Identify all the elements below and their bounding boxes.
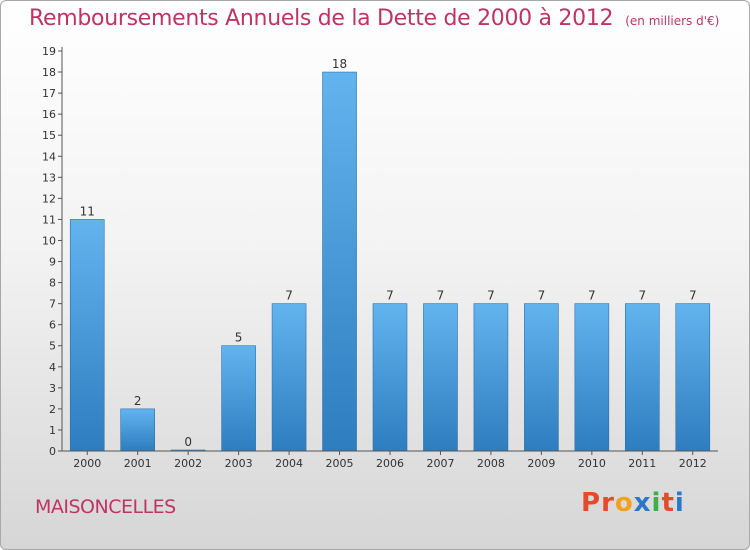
x-tick-label: 2002 [174,457,202,470]
bar [574,303,610,452]
brand-letter: P [581,488,602,518]
x-tick-label: 2011 [628,457,656,470]
y-tick-label: 17 [42,87,56,100]
chart-title: Remboursements Annuels de la Dette de 20… [29,6,719,31]
y-tick-label: 10 [42,234,56,247]
data-label: 18 [332,57,347,71]
y-tick-label: 18 [42,66,56,79]
y-tick-label: 6 [49,319,56,332]
data-label: 5 [235,331,243,345]
brand-letter: o [614,488,634,518]
y-tick-label: 0 [49,445,56,458]
brand-letter: t [661,488,675,518]
bar [423,303,458,452]
x-axis: 2000 2001 2002 2003 2004 2005 2006 2007 2008 2009… [62,450,718,470]
data-label: 7 [487,289,495,303]
x-tick-label: 2005 [326,457,354,470]
y-tick-label: 15 [42,129,56,142]
data-label: 2 [134,394,142,408]
data-label: 7 [689,289,697,303]
y-tick-label: 5 [49,340,56,353]
data-label: 7 [538,289,546,303]
x-tick-label: 2000 [73,457,101,470]
title-text: Remboursements Annuels de la Dette de 20… [29,6,614,31]
brand-letter: i [651,488,662,518]
bar [322,71,357,452]
y-tick-label: 8 [49,277,56,290]
y-tick-label: 16 [42,108,56,121]
y-tick-label: 9 [49,256,56,269]
x-tick-label: 2009 [527,457,555,470]
data-label: 7 [437,289,445,303]
bar [675,303,711,452]
data-label: 7 [285,289,293,303]
bars [69,71,711,452]
y-tick-label: 13 [42,171,56,184]
brand-letter: i [674,488,685,518]
bar [221,345,256,452]
bar [120,408,155,452]
bar [372,303,408,452]
bar [625,303,660,452]
city-name: MAISONCELLES [35,496,176,518]
bar [69,219,105,452]
bar [524,303,559,452]
data-labels: 11 2 0 5 7 18 7 7 7 7 7 7 7 [80,57,697,449]
brand-logo: Proxiti [581,488,685,518]
bar [473,303,509,452]
x-tick-label: 2008 [477,457,505,470]
brand-letter: x [633,488,652,518]
x-tick-label: 2001 [124,457,152,470]
data-label: 11 [80,204,95,218]
y-tick-label: 1 [49,424,56,437]
x-tick-label: 2003 [225,457,253,470]
brand-letter: r [601,488,615,518]
bar [271,303,307,452]
y-tick-label: 7 [49,298,56,311]
y-tick-label: 19 [42,45,56,58]
y-tick-label: 4 [49,361,56,374]
y-tick-label: 3 [49,382,56,395]
y-tick-label: 14 [42,150,56,163]
data-label: 7 [588,289,596,303]
unit-note: (en milliers d'€) [625,14,720,28]
x-tick-label: 2010 [578,457,606,470]
y-tick-label: 12 [42,192,56,205]
y-tick-label: 2 [49,403,56,416]
data-label: 7 [386,289,394,303]
x-tick-label: 2004 [275,457,303,470]
data-label: 0 [184,435,192,449]
x-tick-label: 2007 [426,457,454,470]
data-label: 7 [638,289,646,303]
x-tick-label: 2006 [376,457,404,470]
x-tick-label: 2012 [679,457,707,470]
y-tick-label: 11 [42,213,56,226]
